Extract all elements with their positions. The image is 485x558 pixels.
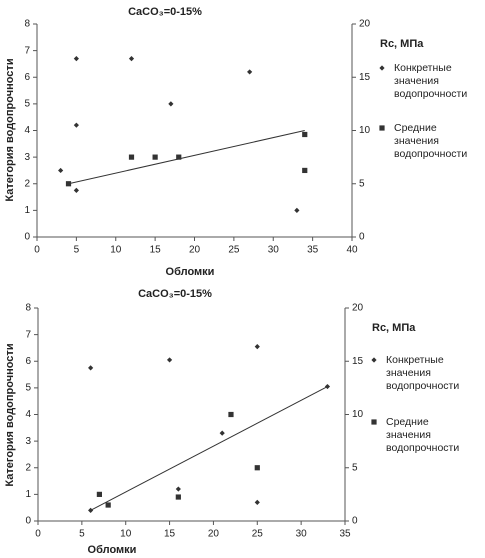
y-tick-label: 8	[25, 303, 31, 314]
y-tick-label: 0	[25, 516, 31, 527]
point	[73, 122, 79, 128]
y-tick-label: 2	[25, 462, 31, 473]
point	[65, 181, 72, 187]
x-tick-label: 35	[307, 245, 319, 256]
point	[302, 167, 308, 174]
point	[254, 344, 260, 350]
y-tick-label: 0	[24, 232, 30, 243]
x-tick-label: 40	[346, 245, 358, 256]
point	[128, 56, 135, 62]
x-tick-label: 35	[339, 529, 351, 540]
point	[88, 365, 94, 371]
legend-marker	[371, 357, 377, 363]
legend-label: Конкретные значения водопрочности	[394, 62, 468, 100]
y-tick-label: 6	[24, 72, 30, 83]
point	[302, 131, 308, 138]
y-axis-label: Категория водопрочности	[4, 58, 16, 201]
legend-label: Средние значения водопрочности	[386, 416, 460, 454]
x-tick-label: 5	[74, 245, 80, 256]
y-tick-label: 4	[25, 409, 31, 420]
point	[128, 154, 135, 160]
x-tick-label: 20	[189, 245, 201, 256]
y-tick-label: 4	[24, 125, 30, 136]
point	[152, 154, 158, 160]
y2-tick-label: 5	[359, 178, 365, 189]
y-tick-label: 1	[25, 489, 31, 500]
y-tick-label: 7	[24, 45, 30, 56]
x-tick-label: 10	[110, 245, 122, 256]
point	[228, 411, 234, 418]
y2-axis-label: Rc, МПа	[372, 322, 416, 334]
x-tick-label: 10	[120, 529, 132, 540]
y-tick-label: 5	[25, 383, 31, 394]
y2-tick-label: 15	[359, 72, 371, 83]
y-tick-label: 3	[25, 436, 31, 447]
legend-label: Конкретные значения водопрочности	[386, 354, 460, 392]
y2-tick-label: 15	[352, 356, 364, 367]
y2-tick-label: 20	[359, 19, 371, 30]
point	[247, 69, 253, 75]
legend-label: Средние значения водопрочности	[394, 122, 468, 160]
y-tick-label: 5	[24, 99, 30, 110]
x-tick-label: 0	[35, 529, 41, 540]
point	[294, 207, 300, 213]
y-tick-label: 2	[24, 178, 30, 189]
y2-tick-label: 0	[359, 232, 365, 243]
y-axis-label: Категория водопрочности	[4, 343, 16, 486]
x-tick-label: 0	[34, 245, 40, 256]
y2-axis-label: Rc, МПа	[380, 38, 424, 50]
point	[175, 494, 181, 500]
x-axis-label: Обломки	[88, 544, 137, 556]
point	[73, 187, 79, 194]
y2-tick-label: 5	[352, 462, 358, 473]
chart-title: CaCO₃=0-15%	[128, 6, 202, 18]
y-tick-label: 1	[24, 205, 30, 216]
x-tick-label: 20	[208, 529, 220, 540]
y2-tick-label: 10	[359, 125, 371, 136]
point	[254, 465, 260, 471]
point	[96, 491, 102, 497]
y2-tick-label: 20	[352, 303, 364, 314]
point	[176, 154, 182, 160]
point	[324, 383, 331, 390]
x-tick-label: 15	[150, 245, 162, 256]
point	[73, 56, 79, 62]
trendline	[68, 130, 305, 185]
y-tick-label: 8	[24, 19, 30, 30]
point	[166, 357, 173, 363]
y-tick-label: 3	[24, 152, 30, 163]
x-tick-label: 5	[79, 529, 85, 540]
x-tick-label: 30	[268, 245, 280, 256]
point	[105, 502, 111, 508]
y-tick-label: 6	[25, 356, 31, 367]
trendline	[90, 386, 328, 511]
point	[254, 499, 260, 505]
legend-marker	[379, 125, 385, 131]
point	[219, 430, 225, 436]
x-tick-label: 30	[296, 529, 308, 540]
point	[168, 101, 174, 107]
legend-marker	[379, 65, 385, 71]
y-tick-label: 7	[25, 329, 31, 340]
point	[58, 167, 64, 174]
x-axis-label: Обломки	[166, 266, 215, 278]
x-tick-label: 25	[252, 529, 264, 540]
y2-tick-label: 10	[352, 409, 364, 420]
point	[88, 507, 94, 513]
point	[175, 486, 181, 492]
y2-tick-label: 0	[352, 516, 358, 527]
chart-title: CaCO₃=0-15%	[138, 288, 212, 300]
x-tick-label: 25	[228, 245, 240, 256]
legend-marker	[371, 419, 377, 425]
x-tick-label: 15	[164, 529, 176, 540]
